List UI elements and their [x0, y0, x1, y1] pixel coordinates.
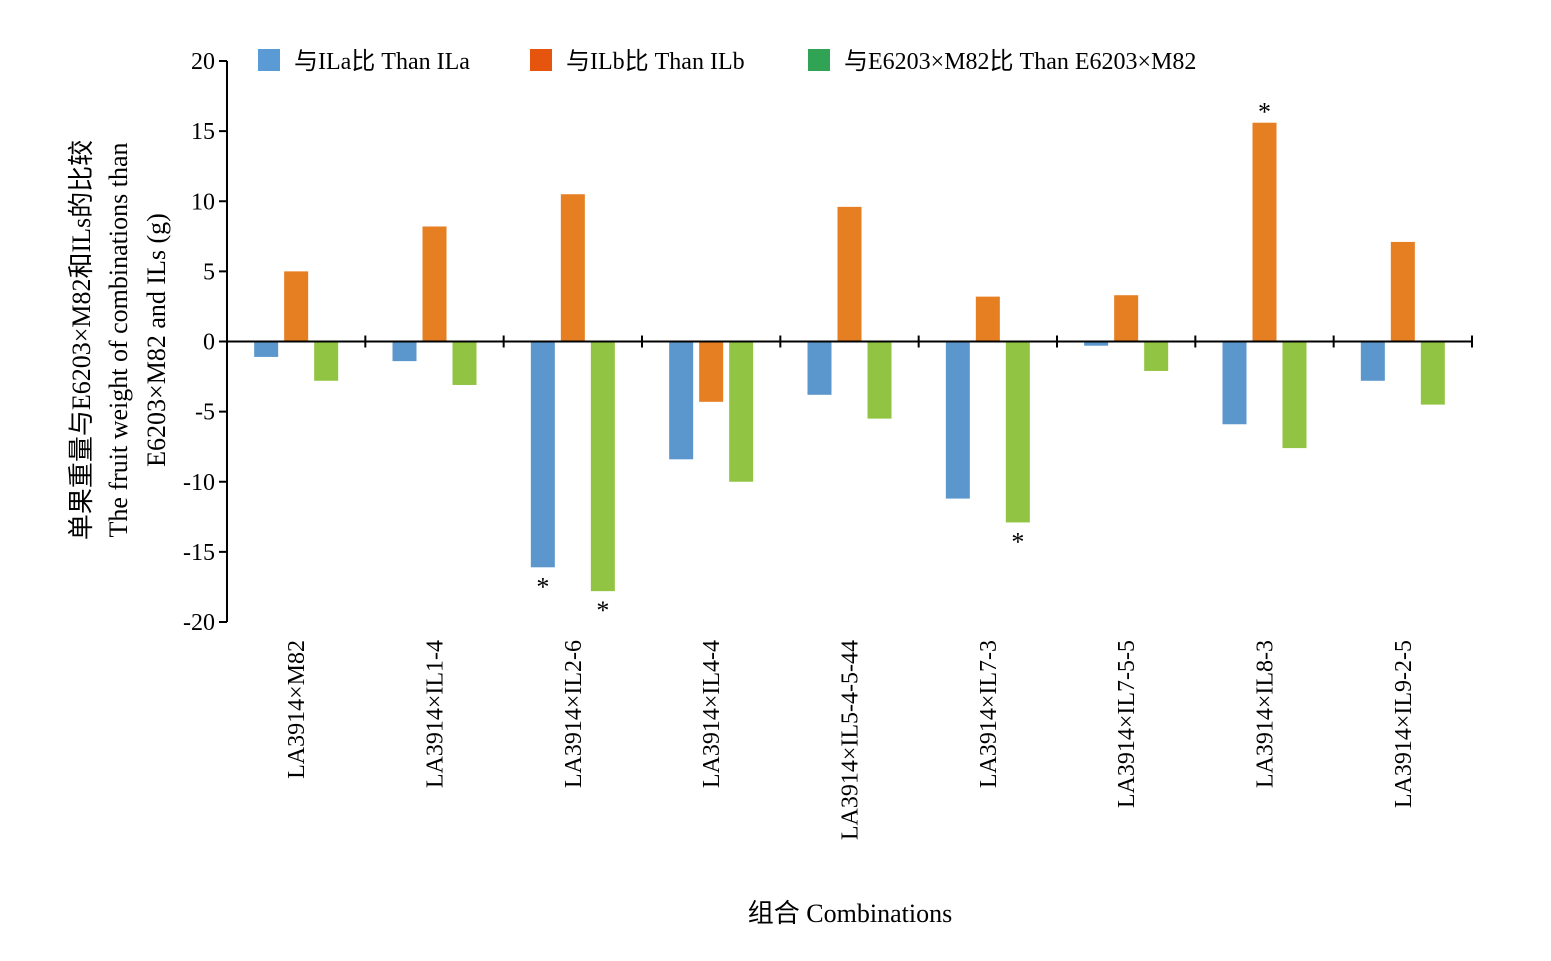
bar-series-1 [945, 341, 970, 499]
y-tick-label: 5 [203, 259, 215, 285]
y-tick-label: 10 [191, 189, 215, 215]
significance-markers: * * * * [536, 98, 1271, 625]
category-label: LA3914×IL5-4-5-44 [838, 640, 864, 840]
legend-swatch [258, 49, 280, 71]
bar-series-3 [867, 341, 892, 419]
category-label: LA3914×IL9-2-5 [1391, 640, 1417, 808]
bar-series-1 [1222, 341, 1247, 425]
bar-series-1 [1084, 341, 1109, 346]
bar-series-3 [1420, 341, 1445, 405]
bar-series-2 [1252, 122, 1277, 342]
category-label: LA3914×IL2-6 [561, 640, 587, 788]
legend-swatch [530, 49, 552, 71]
y-axis-title: 单果重量与E6203×M82和ILs的比较 The fruit weight of… [67, 140, 171, 540]
legend-label: 与E6203×M82比 Than E6203×M82 [844, 48, 1196, 75]
x-axis: LA3914×M82 LA3914×IL1-4 LA3914×IL2-6 LA3914… [227, 335, 1473, 840]
bar-series-3 [314, 341, 339, 381]
bar-series-1 [1360, 341, 1385, 381]
y-tick-label: 0 [203, 330, 215, 356]
legend-label: 与ILa比 Than ILa [294, 48, 470, 75]
y-tick-label: -20 [183, 610, 215, 636]
significance-asterisk: * [536, 572, 549, 601]
bar-series-2 [560, 194, 585, 342]
bar-series-2 [1390, 241, 1415, 342]
bar-series-2 [422, 226, 447, 342]
category-label: LA3914×M82 [284, 640, 310, 779]
bar-series-2 [699, 341, 724, 402]
category-label: LA3914×IL8-3 [1253, 640, 1279, 788]
x-axis-title: 组合 Combinations [748, 899, 952, 928]
bar-series-3 [590, 341, 615, 592]
y-axis-title-line: 单果重量与E6203×M82和ILs的比较 [67, 140, 96, 540]
significance-asterisk: * [1011, 527, 1024, 556]
category-label: LA3914×IL1-4 [423, 640, 449, 788]
bar-series-3 [452, 341, 477, 385]
significance-asterisk: * [596, 596, 609, 625]
y-axis: 20 15 10 5 0 -5 -10 -15 -20 [183, 49, 228, 636]
y-tick-label: -5 [195, 400, 215, 426]
bar-series-2 [284, 271, 309, 342]
bar-series-1 [392, 341, 417, 362]
bar-series-2 [1114, 295, 1139, 342]
bar-series-2 [975, 296, 1000, 342]
bars [254, 122, 1445, 592]
category-label: LA3914×IL7-3 [976, 640, 1002, 788]
bar-series-3 [1144, 341, 1169, 371]
y-tick-label: -10 [183, 470, 215, 496]
y-axis-title-line: E6203×M82 and ILs (g) [142, 213, 171, 467]
bar-series-1 [530, 341, 555, 568]
legend-swatch [808, 49, 830, 71]
y-axis-title-line: The fruit weight of combinations than [104, 143, 133, 538]
bar-series-3 [729, 341, 754, 482]
category-label: LA3914×IL7-5-5 [1114, 640, 1140, 808]
bar-series-3 [1282, 341, 1307, 449]
significance-asterisk: * [1258, 98, 1271, 127]
bar-series-1 [807, 341, 832, 395]
bar-series-3 [1005, 341, 1030, 523]
bar-series-1 [669, 341, 694, 460]
category-label: LA3914×IL4-4 [699, 640, 725, 788]
legend: 与ILa比 Than ILa 与ILb比 Than ILb 与E6203×M82比 … [258, 48, 1196, 75]
y-tick-label: 20 [191, 49, 215, 75]
bar-series-1 [254, 341, 279, 357]
y-tick-label: -15 [183, 540, 215, 566]
legend-label: 与ILb比 Than ILb [566, 48, 745, 75]
y-tick-label: 15 [191, 119, 215, 145]
bar-series-2 [837, 206, 862, 342]
